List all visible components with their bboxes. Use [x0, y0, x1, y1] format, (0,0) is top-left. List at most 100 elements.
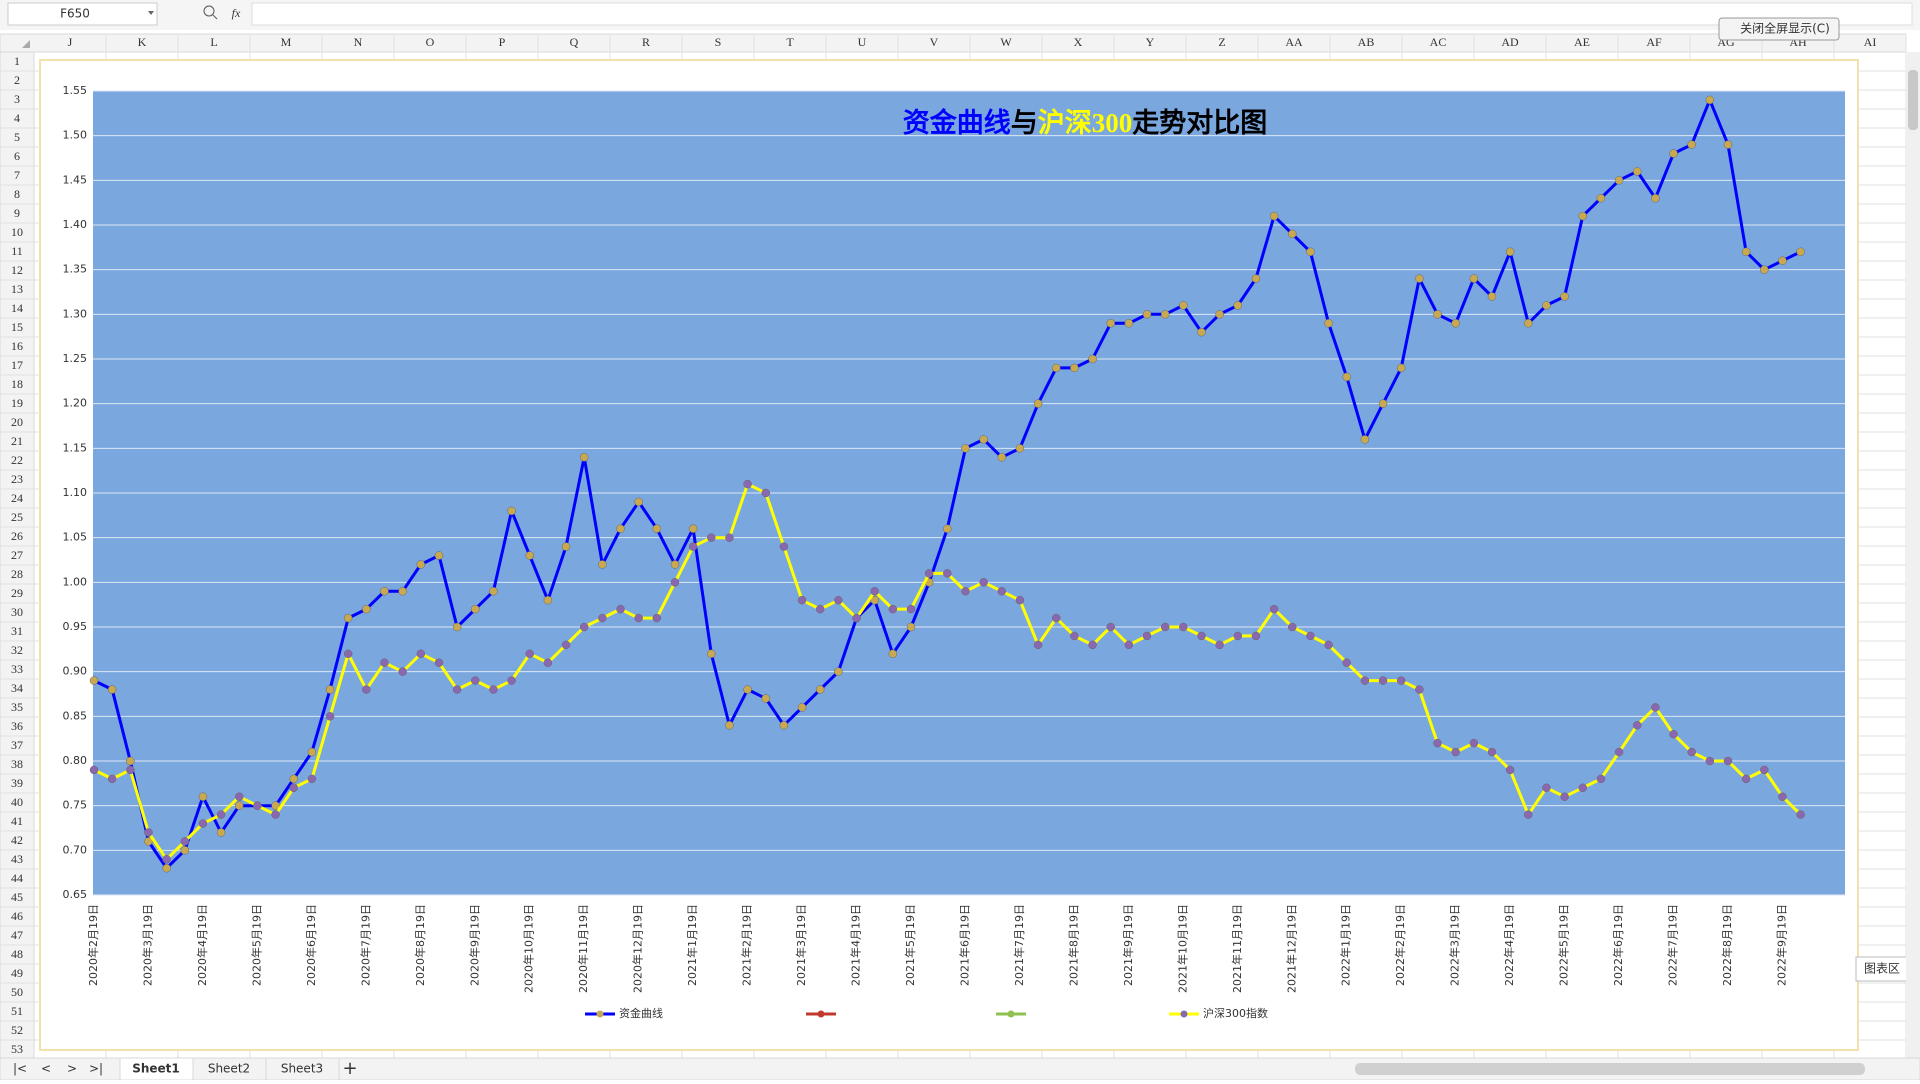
- data-point: [343, 613, 353, 623]
- y-tick-label: 0.85: [63, 709, 88, 722]
- vertical-scrollbar[interactable]: [1906, 52, 1920, 1058]
- y-tick-label: 1.05: [63, 531, 88, 544]
- x-tick-label: 2022年5月19日: [1557, 904, 1571, 986]
- column-header: AF: [1646, 35, 1662, 49]
- nav-prev[interactable]: <: [41, 1062, 51, 1076]
- sheet-tab-label: Sheet1: [132, 1062, 180, 1076]
- y-tick-label: 1.40: [63, 218, 88, 231]
- close-fullscreen-button[interactable]: [1718, 17, 1840, 41]
- row-header: 33: [11, 662, 23, 676]
- formula-input[interactable]: [251, 2, 1913, 26]
- data-point: [1070, 363, 1079, 373]
- row-header: 30: [11, 605, 23, 619]
- data-point: [216, 828, 226, 837]
- data-point: [362, 604, 371, 614]
- data-point: [1324, 319, 1333, 328]
- column-header: AC: [1430, 35, 1447, 49]
- data-point: [670, 578, 680, 587]
- x-tick-label: 2021年10月19日: [1175, 904, 1189, 993]
- data-point: [1723, 140, 1733, 149]
- data-point: [1578, 783, 1587, 793]
- x-tick-label: 2020年7月19日: [358, 904, 372, 986]
- data-point: [307, 747, 317, 757]
- legend-label: 沪深300指数: [1203, 1006, 1268, 1020]
- data-point: [398, 587, 407, 596]
- data-point: [253, 801, 262, 810]
- data-point: [924, 569, 934, 578]
- data-point: [162, 863, 171, 873]
- x-tick-label: 2020年11月19日: [576, 904, 590, 993]
- data-point: [561, 640, 571, 650]
- data-point: [234, 801, 244, 810]
- data-point: [1651, 703, 1660, 712]
- data-point: [1632, 167, 1642, 176]
- data-point: [1233, 301, 1243, 310]
- column-header: S: [715, 35, 722, 49]
- row-header: 5: [14, 130, 20, 144]
- data-point: [743, 685, 752, 694]
- data-point: [489, 587, 498, 596]
- x-tick-label: 2020年6月19日: [304, 904, 318, 986]
- row-header: 52: [11, 1023, 23, 1037]
- data-point: [1360, 435, 1370, 444]
- x-tick-label: 2021年1月19日: [685, 904, 699, 986]
- data-point: [1251, 631, 1261, 641]
- data-point: [634, 497, 643, 507]
- row-header: 8: [14, 187, 20, 201]
- name-box[interactable]: [7, 2, 158, 26]
- column-header: O: [426, 35, 435, 49]
- row-header: 23: [11, 472, 23, 486]
- row-header: 24: [11, 491, 23, 505]
- select-all[interactable]: [22, 40, 30, 48]
- dropdown-arrow[interactable]: [148, 11, 154, 15]
- sheet-tabs: Sheet1 Sheet2 Sheet3 +: [119, 1057, 358, 1081]
- data-point: [1396, 676, 1406, 685]
- data-point: [1524, 810, 1533, 819]
- fx-icon[interactable]: fx: [232, 6, 241, 20]
- legend-marker-green: [1007, 1010, 1015, 1018]
- x-tick-label: 2022年7月19日: [1666, 904, 1680, 986]
- data-point: [1124, 640, 1134, 650]
- data-point: [834, 595, 843, 605]
- nav-next[interactable]: >: [67, 1062, 77, 1076]
- row-header: 36: [11, 719, 23, 733]
- data-point: [1342, 372, 1351, 382]
- data-point: [1542, 301, 1551, 310]
- data-point: [1288, 622, 1297, 632]
- row-header: 15: [11, 320, 23, 334]
- data-point: [1705, 756, 1715, 766]
- column-header: Y: [1146, 35, 1155, 49]
- data-point: [1542, 783, 1551, 793]
- row-header: 50: [11, 985, 23, 999]
- data-point: [1705, 95, 1715, 105]
- data-point: [761, 488, 771, 498]
- data-point: [271, 801, 280, 810]
- data-point: [598, 560, 607, 569]
- tooltip-text: 图表区: [1864, 962, 1900, 976]
- nav-first[interactable]: |<: [13, 1062, 27, 1076]
- data-point: [234, 792, 244, 801]
- data-point: [815, 604, 825, 614]
- data-point: [670, 560, 680, 569]
- data-point: [1596, 193, 1606, 203]
- sheet-tab-label: Sheet3: [281, 1062, 323, 1076]
- column-header: X: [1074, 35, 1083, 49]
- scroll-thumb[interactable]: [1908, 70, 1918, 130]
- row-header: 17: [11, 358, 23, 372]
- data-point: [416, 560, 426, 569]
- data-point: [1505, 765, 1515, 775]
- row-header: 14: [11, 301, 23, 315]
- column-header: K: [138, 35, 147, 49]
- data-point: [1342, 658, 1351, 667]
- data-point: [1015, 444, 1025, 453]
- data-point: [652, 613, 662, 623]
- zoom-icon[interactable]: [203, 5, 215, 17]
- data-point: [725, 721, 734, 730]
- row-header: 35: [11, 700, 23, 714]
- data-point: [1015, 595, 1025, 605]
- horizontal-scroll-thumb[interactable]: [1355, 1063, 1865, 1075]
- nav-last[interactable]: >|: [89, 1062, 103, 1076]
- x-tick-label: 2022年6月19日: [1611, 904, 1625, 986]
- data-point: [89, 765, 99, 775]
- add-sheet[interactable]: +: [342, 1058, 357, 1079]
